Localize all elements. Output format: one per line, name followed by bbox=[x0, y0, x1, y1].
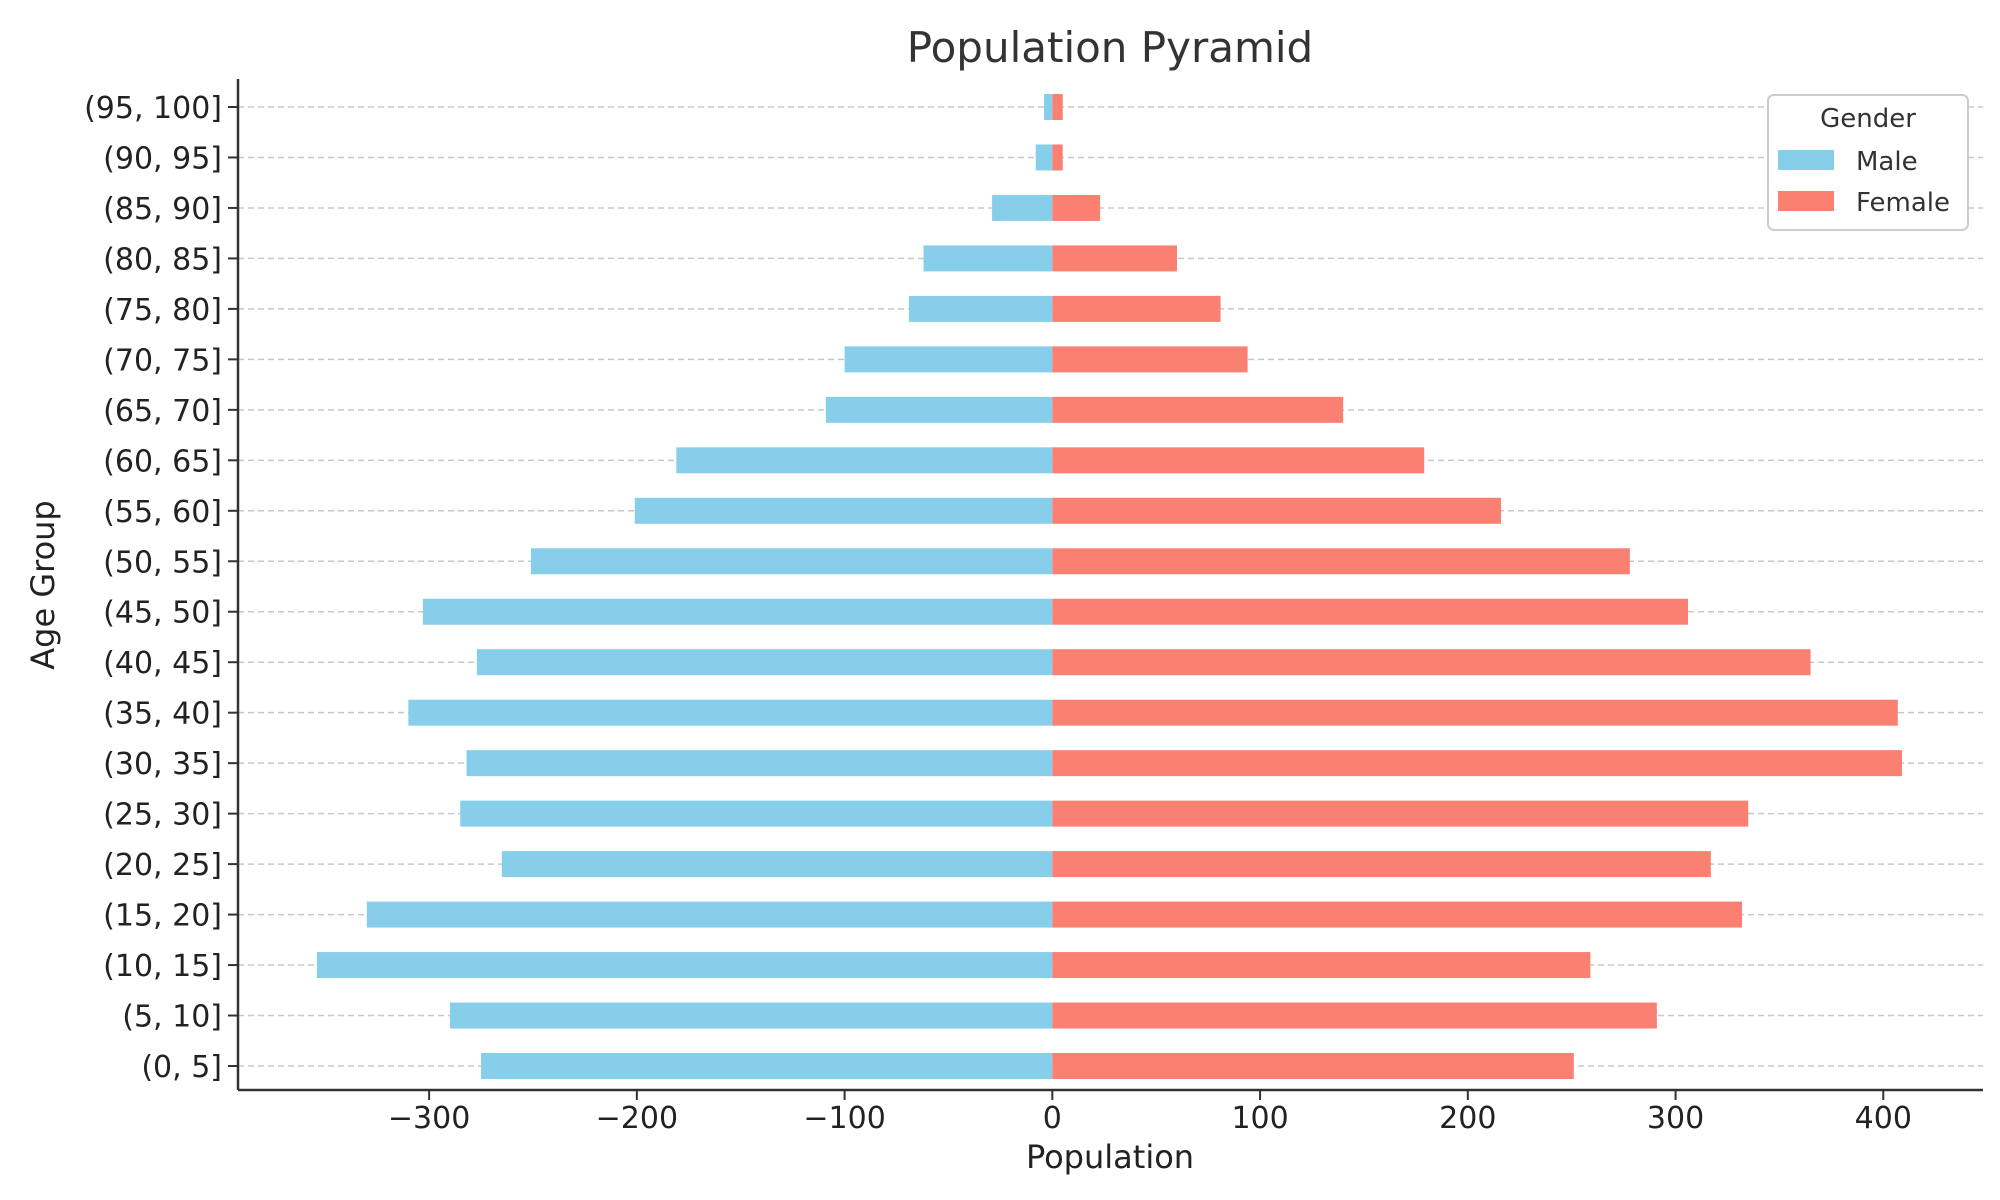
legend: Gender Male Female bbox=[1767, 94, 1969, 231]
x-tick-label: −300 bbox=[388, 1101, 470, 1136]
legend-swatch-male bbox=[1778, 150, 1834, 170]
y-tick-label: (10, 15] bbox=[103, 949, 222, 984]
bar-female bbox=[1052, 699, 1898, 726]
bar-male bbox=[408, 699, 1053, 726]
bar-female bbox=[1052, 447, 1425, 474]
bar-male bbox=[366, 901, 1053, 928]
bar-male bbox=[908, 295, 1053, 322]
bar-male bbox=[476, 649, 1053, 676]
bar-male bbox=[466, 750, 1053, 777]
x-ticks: −300 −200 −100 0 100 200 300 400 bbox=[388, 1090, 1912, 1136]
bar-male bbox=[825, 396, 1053, 423]
x-tick-label: 100 bbox=[1231, 1101, 1288, 1136]
bar-female bbox=[1052, 952, 1591, 979]
y-tick-label: (50, 55] bbox=[103, 545, 222, 580]
y-tick-label: (25, 30] bbox=[103, 798, 222, 833]
y-tick-label: (20, 25] bbox=[103, 848, 222, 883]
bar-female bbox=[1052, 851, 1711, 878]
y-tick-label: (40, 45] bbox=[103, 646, 222, 681]
y-tick-label: (90, 95] bbox=[103, 141, 222, 176]
y-tick-label: (60, 65] bbox=[103, 444, 222, 479]
y-tick-label: (80, 85] bbox=[103, 242, 222, 277]
y-tick-label: (55, 60] bbox=[103, 495, 222, 530]
bar-female bbox=[1052, 548, 1630, 575]
x-axis-label: Population bbox=[1026, 1138, 1194, 1176]
y-tick-label: (35, 40] bbox=[103, 697, 222, 732]
y-tick-label: (45, 50] bbox=[103, 596, 222, 631]
x-tick-label: 200 bbox=[1439, 1101, 1496, 1136]
bar-male bbox=[460, 800, 1053, 827]
y-tick-label: (5, 10] bbox=[122, 1000, 222, 1035]
bar-male bbox=[481, 1053, 1053, 1079]
y-tick-label: (15, 20] bbox=[103, 899, 222, 934]
x-tick-label: 0 bbox=[1043, 1101, 1062, 1136]
y-tick-label: (95, 100] bbox=[84, 91, 222, 126]
x-tick-label: 400 bbox=[1855, 1101, 1912, 1136]
bar-female bbox=[1052, 800, 1749, 827]
bar-male bbox=[501, 851, 1053, 878]
y-ticks: (0, 5] (5, 10] (10, 15] (15, 20] (20, 25] (25… bbox=[84, 91, 238, 1085]
bar-male bbox=[422, 598, 1053, 625]
bar-male bbox=[1044, 94, 1053, 120]
x-tick-label: −200 bbox=[596, 1101, 678, 1136]
bar-female bbox=[1052, 1053, 1574, 1079]
bar-female bbox=[1052, 194, 1101, 221]
x-tick-label: −100 bbox=[803, 1101, 885, 1136]
bar-female bbox=[1052, 901, 1743, 928]
chart-title: Population Pyramid bbox=[907, 23, 1313, 72]
legend-label-female: Female bbox=[1856, 188, 1950, 218]
legend-label-male: Male bbox=[1856, 147, 1918, 177]
bar-female bbox=[1052, 750, 1902, 777]
axes bbox=[236, 79, 1983, 1092]
y-tick-label: (65, 70] bbox=[103, 394, 222, 429]
bar-female bbox=[1052, 295, 1221, 322]
bar-female bbox=[1052, 497, 1502, 524]
bar-male bbox=[449, 1002, 1053, 1029]
legend-swatch-female bbox=[1778, 191, 1834, 211]
bar-male bbox=[634, 497, 1053, 524]
bar-female bbox=[1052, 346, 1248, 373]
bars bbox=[316, 94, 1902, 1079]
bar-male bbox=[530, 548, 1053, 575]
legend-title: Gender bbox=[1820, 104, 1916, 134]
y-tick-label: (0, 5] bbox=[141, 1050, 222, 1085]
x-tick-label: 300 bbox=[1647, 1101, 1704, 1136]
bar-female bbox=[1052, 94, 1063, 120]
bar-male bbox=[992, 194, 1053, 221]
bar-male bbox=[676, 447, 1053, 474]
y-tick-label: (75, 80] bbox=[103, 293, 222, 328]
y-tick-label: (85, 90] bbox=[103, 192, 222, 227]
bar-male bbox=[316, 952, 1053, 979]
y-axis-label: Age Group bbox=[24, 500, 62, 669]
bar-female bbox=[1052, 396, 1344, 423]
y-tick-label: (30, 35] bbox=[103, 747, 222, 782]
bar-male bbox=[923, 245, 1053, 272]
bar-male bbox=[844, 346, 1053, 373]
bar-female bbox=[1052, 245, 1177, 272]
bar-female bbox=[1052, 144, 1063, 171]
bar-male bbox=[1035, 144, 1053, 171]
bar-female bbox=[1052, 1002, 1657, 1029]
bar-female bbox=[1052, 598, 1689, 625]
bar-female bbox=[1052, 649, 1811, 676]
y-tick-label: (70, 75] bbox=[103, 343, 222, 378]
